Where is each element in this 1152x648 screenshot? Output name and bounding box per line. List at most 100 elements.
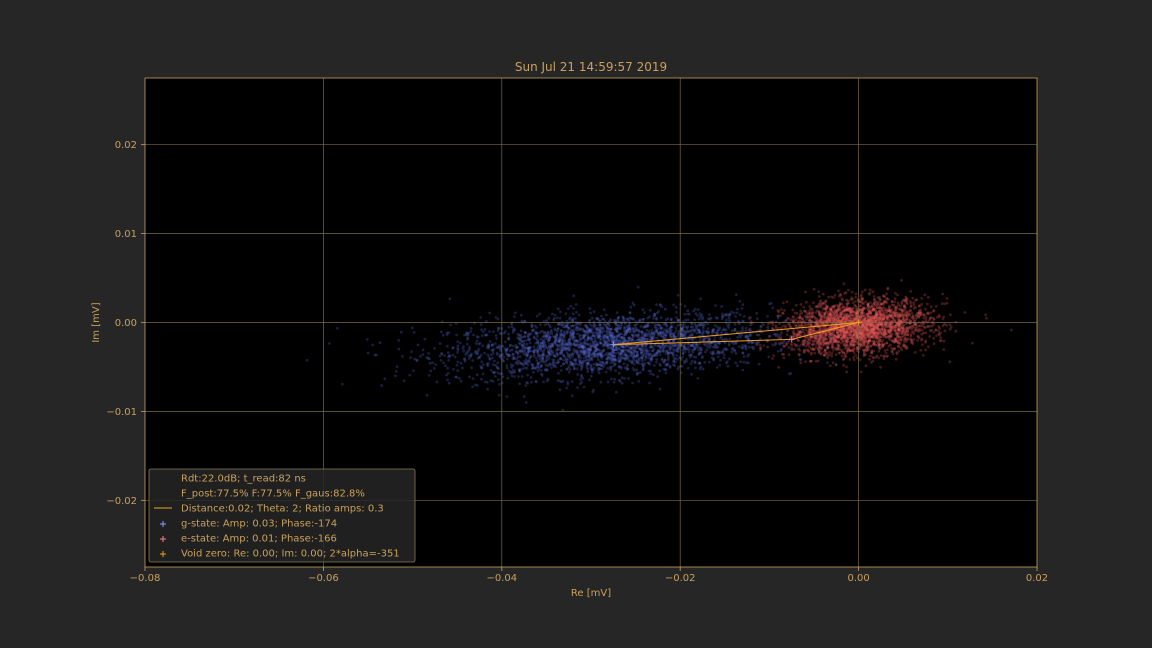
- cloud-point: [520, 340, 524, 343]
- cloud-point: [852, 333, 856, 337]
- cloud-point: [538, 312, 541, 316]
- cloud-point: [904, 295, 908, 299]
- cloud-point: [819, 342, 823, 345]
- cloud-point: [533, 348, 537, 352]
- cloud-point: [582, 342, 585, 345]
- cloud-point: [613, 362, 617, 365]
- cloud-point: [738, 335, 742, 339]
- cloud-point: [630, 351, 634, 354]
- cloud-point: [609, 365, 612, 369]
- cloud-point: [440, 352, 444, 356]
- cloud-point: [551, 312, 554, 316]
- cloud-point: [809, 352, 813, 356]
- cloud-point: [682, 344, 686, 347]
- cloud-point: [535, 347, 539, 351]
- cloud-point: [723, 347, 727, 350]
- cloud-point: [566, 331, 569, 334]
- cloud-point: [860, 315, 864, 319]
- cloud-point: [880, 307, 884, 310]
- cloud-point: [789, 372, 793, 375]
- cloud-point: [432, 366, 436, 370]
- cloud-point: [572, 367, 576, 370]
- cloud-point: [532, 350, 535, 353]
- cloud-point: [694, 327, 697, 331]
- cloud-point: [615, 339, 618, 342]
- cloud-point: [845, 344, 848, 348]
- cloud-point: [591, 351, 595, 355]
- cloud-point: [588, 351, 591, 355]
- cloud-point: [616, 348, 619, 351]
- cloud-point: [666, 354, 670, 358]
- cloud-point: [684, 332, 688, 335]
- cloud-point: [739, 360, 742, 364]
- cloud-point: [703, 323, 706, 327]
- cloud-point: [582, 353, 586, 356]
- cloud-point: [488, 311, 492, 315]
- cloud-point: [630, 333, 634, 337]
- cloud-point: [562, 343, 566, 347]
- cloud-point: [512, 344, 515, 348]
- cloud-point: [741, 351, 745, 355]
- cloud-point: [899, 308, 903, 311]
- cloud-point: [733, 328, 737, 331]
- cloud-point: [686, 318, 690, 322]
- cloud-point: [668, 346, 671, 350]
- cloud-point: [699, 347, 703, 351]
- cloud-point: [724, 313, 728, 316]
- cloud-point: [421, 348, 425, 352]
- cloud-point: [932, 322, 936, 326]
- cloud-point: [664, 352, 668, 356]
- cloud-point: [698, 330, 702, 334]
- cloud-point: [830, 305, 834, 309]
- cloud-point: [435, 380, 439, 384]
- cloud-point: [877, 332, 880, 335]
- cloud-point: [647, 361, 651, 365]
- cloud-point: [850, 310, 854, 313]
- cloud-point: [631, 335, 635, 339]
- cloud-point: [837, 336, 841, 339]
- cloud-point: [516, 345, 520, 349]
- cloud-point: [750, 340, 754, 344]
- cloud-point: [759, 348, 762, 352]
- cloud-point: [488, 357, 492, 361]
- cloud-point: [720, 337, 724, 341]
- cloud-point: [881, 345, 884, 349]
- cloud-point: [515, 357, 519, 361]
- cloud-point: [849, 325, 853, 329]
- cloud-point: [612, 335, 616, 339]
- cloud-point: [655, 330, 658, 334]
- cloud-point: [715, 330, 719, 334]
- cloud-point: [598, 328, 601, 332]
- cloud-point: [686, 325, 690, 329]
- iq-clouds: [305, 278, 1013, 412]
- cloud-point: [820, 302, 824, 306]
- cloud-point: [503, 347, 507, 351]
- cloud-point: [558, 335, 562, 338]
- cloud-point: [712, 327, 716, 331]
- cloud-point: [528, 333, 532, 336]
- cloud-point: [880, 340, 884, 344]
- cloud-point: [373, 353, 377, 357]
- cloud-point: [691, 345, 695, 348]
- cloud-point: [589, 348, 593, 352]
- cloud-point: [712, 357, 716, 361]
- cloud-point: [628, 349, 631, 353]
- cloud-point: [727, 325, 731, 329]
- cloud-point: [645, 348, 649, 351]
- cloud-point: [801, 328, 805, 332]
- cloud-point: [585, 329, 589, 333]
- cloud-point: [613, 354, 616, 358]
- cloud-point: [816, 342, 820, 345]
- cloud-point: [867, 319, 871, 323]
- cloud-point: [921, 354, 925, 357]
- cloud-point: [589, 342, 592, 346]
- cloud-point: [679, 302, 683, 306]
- cloud-point: [534, 337, 538, 341]
- cloud-point: [887, 307, 891, 310]
- cloud-point: [558, 338, 562, 341]
- cloud-point: [869, 335, 873, 339]
- cloud-point: [534, 356, 538, 360]
- cloud-point: [864, 316, 867, 320]
- cloud-point: [767, 335, 771, 338]
- cloud-point: [860, 290, 864, 294]
